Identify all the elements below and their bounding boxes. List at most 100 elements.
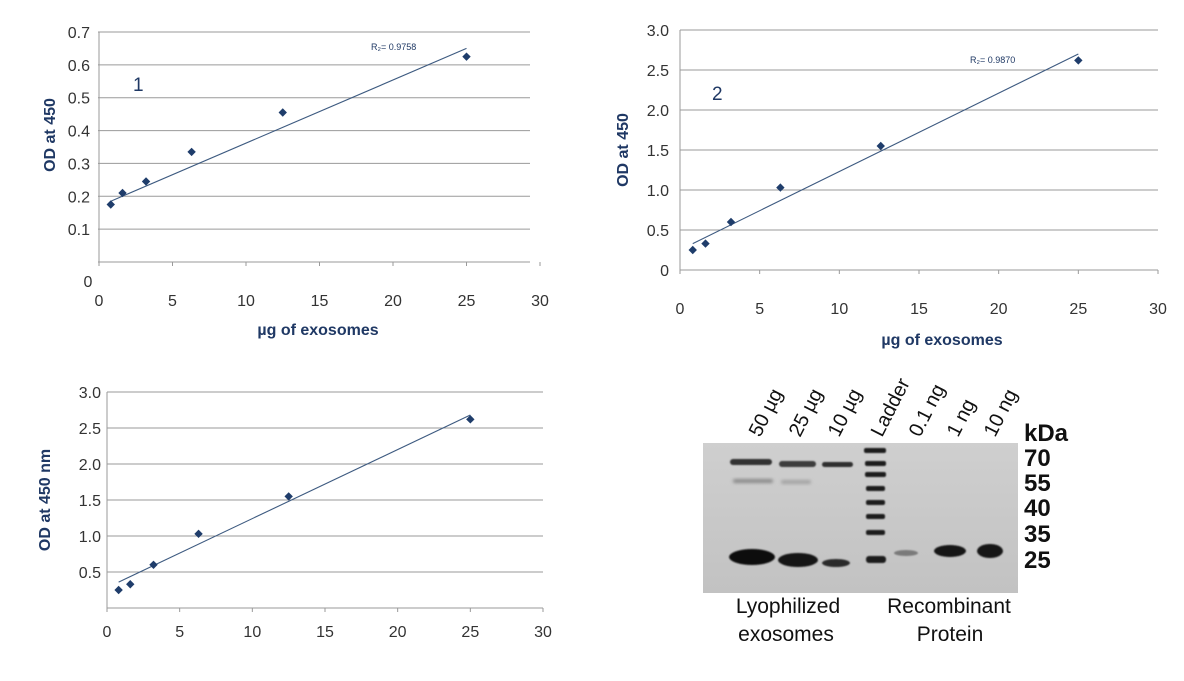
lane-label-1ng: 1 ng [943,396,980,441]
data-point [462,52,471,61]
western-blot-panel: 50 µg 25 µg 10 µg Ladder 0.1 ng 1 ng 10 … [703,374,1069,646]
x-tick-label: 25 [458,293,476,310]
ladder-band [864,448,886,453]
data-point [688,245,697,255]
data-point [1074,56,1083,65]
chart-od-vs-exosomes-2: 0 0.5 1.0 1.5 2.0 2.5 3.0 0 5 10 15 20 25 30 µg of exo… [615,23,1167,349]
x-tick-label: 10 [237,293,255,310]
lane-label-10ng: 10 ng [980,386,1022,441]
band-25ug-55 [781,480,811,484]
y-tick-label: 1.5 [647,143,669,160]
y-tick-label: 0.7 [68,25,90,42]
x-tick-label: 20 [990,301,1008,318]
y-tick-label: 0.5 [647,223,669,240]
ladder-band [865,472,886,477]
x-tick-label: 15 [311,293,329,310]
bands-25kda [729,544,1003,567]
kda-marker-55: 55 [1024,470,1051,497]
ladder-band [865,461,886,466]
x-tick-label: 0 [95,293,104,310]
x-tick-label: 25 [1069,301,1087,318]
y-tick-label: 2.5 [647,63,669,80]
y-tick-label: 0.5 [68,91,90,108]
band-25ug-25 [778,553,818,567]
data-point [466,415,475,424]
ladder-band [866,530,885,535]
data-point [278,108,287,117]
y-tick-label: 2.0 [79,457,101,474]
band-10ug-70 [822,462,853,467]
chart-od-vs-exosomes-1: 0.1 0.2 0.3 0.4 0.5 0.6 0.7 00 5 10 15 20 25 30 µg of … [42,25,549,339]
group-label-recombinant: Recombinant [887,595,1011,618]
x-axis-label: µg of exosomes [257,322,378,339]
x-tick-label: 30 [1149,301,1167,318]
x-axis-label: µg of exosomes [881,332,1002,349]
data-point [126,580,135,589]
data-point [776,183,785,192]
x-tick-label: 10 [243,624,261,641]
ladder-band [866,486,885,491]
r-squared-label: R₂= 0.9870 [970,55,1015,65]
ladder-band [866,500,885,505]
data-point [194,529,203,539]
kda-marker-70: 70 [1024,445,1051,472]
y-tick-label: 3.0 [647,23,669,40]
data-point [106,200,115,209]
x-tick-label: 30 [534,624,552,641]
kda-marker-25: 25 [1024,547,1051,574]
y-tick-label: 1.0 [647,183,669,200]
data-point [141,177,151,186]
r-squared-label: R₂= 0.9758 [371,42,416,52]
panel-label: 2 [712,84,723,105]
group-label-protein: Protein [917,623,984,646]
blot-membrane [703,443,1018,593]
x-tick-label: 15 [316,624,334,641]
y-axis-label: OD at 450 nm [37,449,54,551]
band-1ng-25 [934,545,966,557]
data-point [149,560,158,569]
data-point [187,147,196,157]
x-tick-label: 5 [755,301,764,318]
data-point [114,585,123,595]
y-tick-label: 3.0 [79,385,101,402]
x-tick-label: 30 [531,293,549,310]
band-50ug-55 [733,479,773,483]
lane-label-25ug: 25 µg [785,385,828,440]
data-point [726,217,736,227]
y-tick-label: 0.2 [68,189,90,206]
panel-label: 1 [133,75,144,96]
y-tick-label: 0.5 [79,565,101,582]
data-point [876,141,885,151]
y-tick-label: 0 [660,263,669,280]
x-tick-label: 10 [830,301,848,318]
band-10ug-25 [822,559,850,567]
trendline [118,414,471,583]
lane-label-10ug: 10 µg [824,385,867,440]
band-0-1ng-25 [894,550,918,556]
y-tick-label: 0.4 [68,124,90,141]
x-tick-label: 5 [168,293,177,310]
lane-label-50ug: 50 µg [745,385,788,440]
y-axis-label: OD at 450 [42,98,59,172]
group-label-lyophilized: Lyophilized [736,595,840,618]
y-tick-label: 0.6 [68,58,90,75]
x-tick-label: 0 [103,624,112,641]
bands-55kda [733,479,811,484]
data-point [701,239,710,248]
chart-od-at-450-nm: 0.5 1.0 1.5 2.0 2.5 3.0 0 5 10 15 20 25 30 OD at 450 … [37,385,552,641]
y-tick-label: 0.1 [68,222,90,239]
kda-marker-40: 40 [1024,495,1051,522]
trendline [692,53,1079,245]
y-tick-label: 1.0 [79,529,101,546]
ladder-band [866,514,885,519]
band-25ug-70 [779,461,816,467]
y-zero-label: 0 [84,274,93,291]
y-tick-label: 0.3 [68,156,90,173]
y-axis-label: OD at 450 [615,113,632,187]
trendline [110,47,467,202]
x-tick-label: 20 [384,293,402,310]
kda-marker-35: 35 [1024,521,1051,548]
x-tick-label: 0 [676,301,685,318]
y-tick-label: 2.5 [79,421,101,438]
